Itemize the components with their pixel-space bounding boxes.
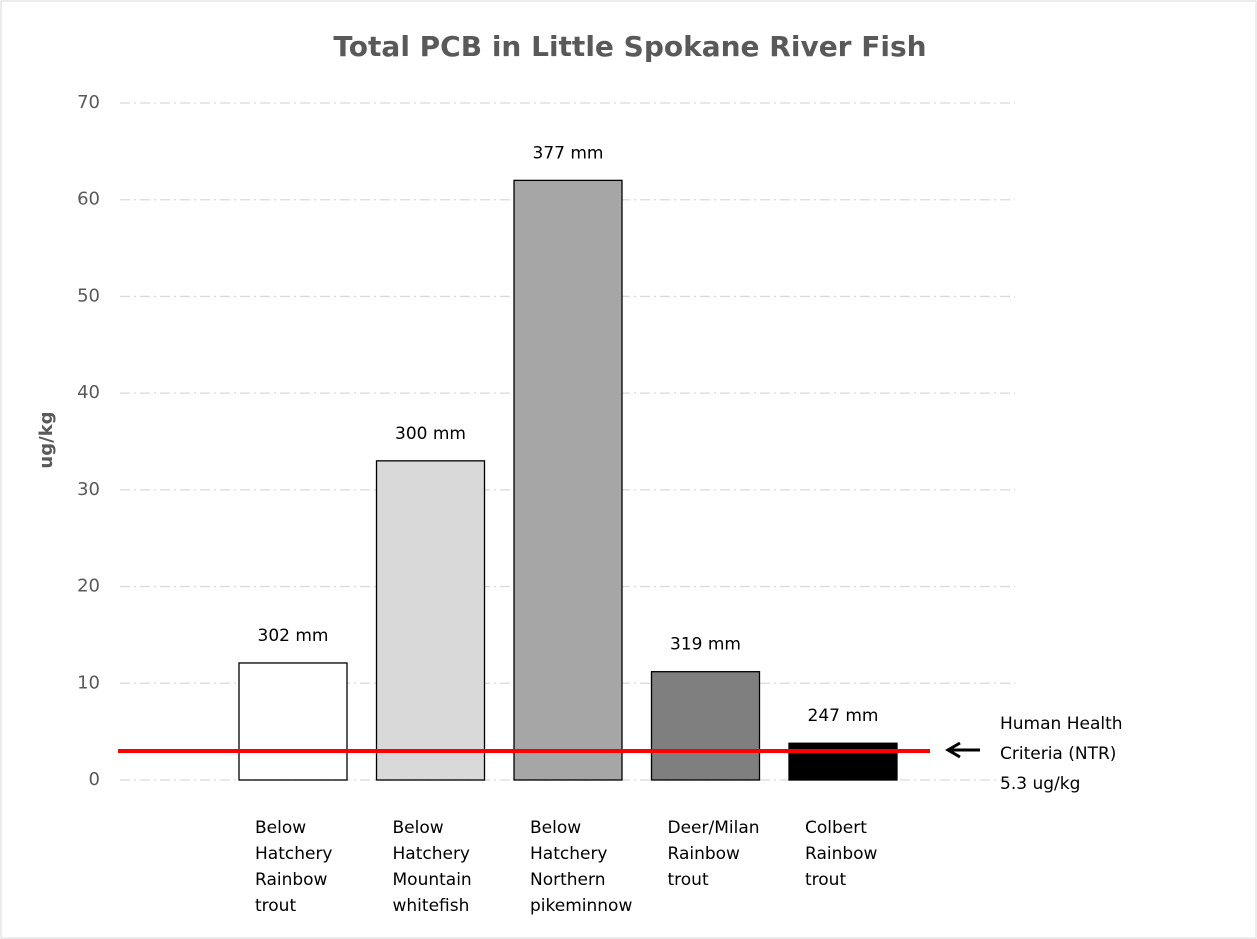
x-tick-label: Hatchery <box>393 844 471 864</box>
x-tick-label: Rainbow <box>805 844 878 864</box>
x-tick-label: pikeminnow <box>530 896 632 916</box>
annotation: Criteria (NTR) <box>1000 744 1116 764</box>
x-tick-label: Deer/Milan <box>668 818 760 838</box>
bar <box>788 742 898 781</box>
bar <box>650 671 761 781</box>
chart-title: Total PCB in Little Spokane River Fish <box>333 30 926 63</box>
x-tick-label: whitefish <box>393 896 470 916</box>
x-tick-label: Hatchery <box>530 844 608 864</box>
x-tick-label: trout <box>668 870 709 890</box>
x-tick-label: Northern <box>530 870 605 890</box>
x-tick-label: trout <box>255 896 296 916</box>
bar-label: 247 mm <box>808 706 879 726</box>
bar <box>375 460 486 781</box>
y-axis-label: ug/kg <box>36 411 57 468</box>
x-tick-label: Below <box>255 818 306 838</box>
y-tick-label: 20 <box>77 576 100 597</box>
x-tick-label: Below <box>393 818 444 838</box>
x-tick-label: Colbert <box>805 818 867 838</box>
y-tick-label: 50 <box>77 285 100 306</box>
annotation: Human Health <box>1000 714 1123 734</box>
bar-label: 377 mm <box>533 143 604 163</box>
bar-label: 302 mm <box>258 626 329 646</box>
y-tick-label: 70 <box>77 92 100 113</box>
bar-label: 319 mm <box>670 635 741 655</box>
x-tick-label: Rainbow <box>668 844 741 864</box>
x-tick-label: Mountain <box>393 870 472 890</box>
x-tick-label: trout <box>805 870 846 890</box>
bar-label: 300 mm <box>395 424 466 444</box>
y-tick-label: 0 <box>89 769 100 790</box>
x-tick-label: Hatchery <box>255 844 333 864</box>
x-tick-label: Below <box>530 818 581 838</box>
annotation: 5.3 ug/kg <box>1000 774 1080 794</box>
y-tick-label: 10 <box>77 672 100 693</box>
y-tick-label: 40 <box>77 382 100 403</box>
bar <box>513 179 623 781</box>
y-tick-label: 30 <box>77 479 100 500</box>
annotation-arrow <box>945 741 980 759</box>
y-tick-label: 60 <box>77 189 100 210</box>
x-tick-label: Rainbow <box>255 870 328 890</box>
bar <box>238 662 348 781</box>
